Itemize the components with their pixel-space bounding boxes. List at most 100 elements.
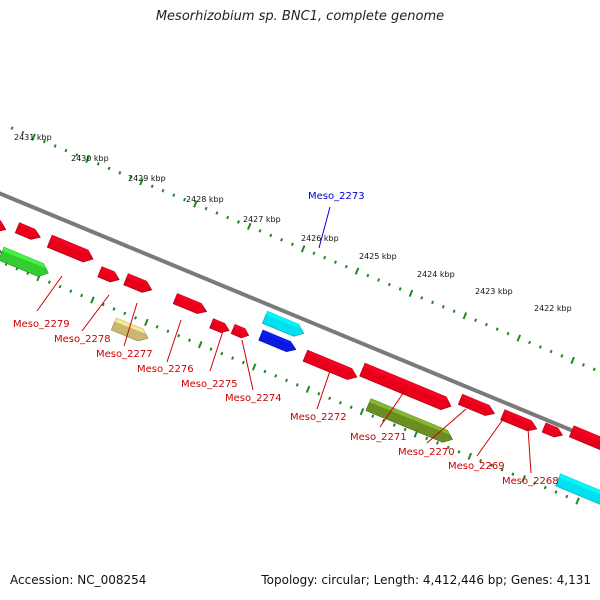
gene-label: Meso_2272 <box>290 412 347 423</box>
ruler-tick <box>420 296 424 300</box>
ruler-tick <box>441 305 445 309</box>
ruler-tick <box>506 331 510 336</box>
scale-tick <box>446 445 450 450</box>
scale-tick <box>565 494 569 499</box>
ruler-tick <box>21 130 25 135</box>
ruler-label: 2424 kbp <box>417 270 455 279</box>
ruler-label: 2429 kbp <box>128 174 166 183</box>
ruler-tick <box>53 144 57 148</box>
ruler-tick <box>549 349 553 354</box>
gene-feature-highlight <box>559 473 600 495</box>
gene-label-leader <box>527 427 532 474</box>
ruler-tick <box>226 215 230 220</box>
gene-label: Meso_2268 <box>502 476 559 487</box>
ruler-tick <box>300 245 306 253</box>
gene-feature-highlight <box>100 266 117 276</box>
ruler-tick <box>398 287 402 291</box>
scale-tick <box>231 356 235 360</box>
scale-tick <box>187 338 191 342</box>
gene-label-leader <box>36 275 63 312</box>
ruler-label: 2426 kbp <box>301 234 339 243</box>
scale-tick <box>209 347 213 351</box>
gene-feature-highlight <box>212 318 227 328</box>
ruler-tick <box>408 289 414 298</box>
ruler-tick <box>528 340 532 345</box>
gene-label: Meso_2274 <box>225 393 282 404</box>
scale-tick <box>467 452 473 460</box>
gene-label: Meso_2276 <box>137 364 194 375</box>
gene-feature-highlight <box>461 394 492 410</box>
gene-feature <box>359 362 452 411</box>
scale-tick <box>285 378 289 383</box>
figure-title: Mesorhizobium sp. BNC1, complete genome <box>155 9 445 24</box>
ruler-tick <box>323 255 327 260</box>
ruler-tick <box>366 273 370 278</box>
ruler-tick <box>592 367 596 372</box>
ruler-tick <box>431 300 435 305</box>
gene-feature-highlight <box>572 425 600 441</box>
scale-tick <box>251 363 257 371</box>
gene-label: Meso_2271 <box>350 432 407 443</box>
ruler-tick <box>269 233 273 238</box>
ruler-tick <box>215 211 219 215</box>
ruler-tick <box>96 162 100 166</box>
accession-text: Accession: NC_008254 <box>10 573 147 587</box>
scale-tick <box>305 385 311 393</box>
ruler-tick <box>85 155 90 164</box>
gene-feature-highlight <box>261 330 294 346</box>
ruler-label: 2425 kbp <box>359 252 397 261</box>
gene-label-leader <box>318 206 331 249</box>
ruler-tick <box>474 318 478 322</box>
gene-feature-highlight <box>176 293 204 308</box>
scale-tick <box>403 427 407 432</box>
scale-tick <box>220 351 224 356</box>
ruler-tick <box>193 200 198 208</box>
gene-label: Meso_2279 <box>13 319 70 330</box>
scale-tick <box>317 392 321 396</box>
gene-feature <box>568 425 600 450</box>
ruler-label: 2430 kbp <box>71 154 109 163</box>
ruler-tick <box>570 356 575 365</box>
scale-tick <box>90 296 95 304</box>
ruler-tick <box>333 260 337 264</box>
gene-label: Meso_2273 <box>308 191 365 202</box>
ruler-tick <box>246 222 252 231</box>
scale-tick <box>58 284 62 289</box>
gene-label-leader <box>426 408 467 444</box>
ruler-tick <box>107 166 111 171</box>
ruler-tick <box>280 238 284 242</box>
scale-tick <box>457 450 461 454</box>
gene-label: Meso_2270 <box>398 447 455 458</box>
scale-tick <box>359 408 365 416</box>
scale-tick <box>274 374 278 378</box>
scale-tick <box>177 333 181 338</box>
ruler-tick <box>560 354 564 358</box>
ruler-tick <box>495 327 499 331</box>
ruler-label: 2422 kbp <box>534 304 572 313</box>
ruler-tick <box>354 267 360 275</box>
scale-tick <box>575 497 580 505</box>
gene-feature-highlight <box>306 350 355 373</box>
gene-feature-highlight <box>265 311 302 329</box>
ruler-tick <box>31 133 36 141</box>
scale-tick <box>479 459 483 463</box>
gene-label: Meso_2278 <box>54 334 111 345</box>
scale-tick <box>69 289 73 293</box>
ruler-label: 2428 kbp <box>186 195 224 204</box>
gene-feature <box>555 473 600 505</box>
ruler-tick <box>118 171 122 175</box>
ruler-tick <box>258 229 262 233</box>
gene-feature <box>0 249 3 254</box>
ruler-tick <box>377 278 381 282</box>
scale-tick <box>349 405 353 409</box>
scale-tick <box>543 485 547 490</box>
ruler-tick <box>75 153 79 157</box>
scale-tick <box>155 325 159 329</box>
scale-tick <box>511 472 515 476</box>
scale-tick <box>295 383 299 387</box>
ruler-tick <box>204 206 208 211</box>
scale-tick <box>166 329 170 334</box>
gene-feature-highlight <box>233 324 247 333</box>
gene-feature-highlight <box>363 363 449 402</box>
gene-label-leader <box>123 302 138 347</box>
